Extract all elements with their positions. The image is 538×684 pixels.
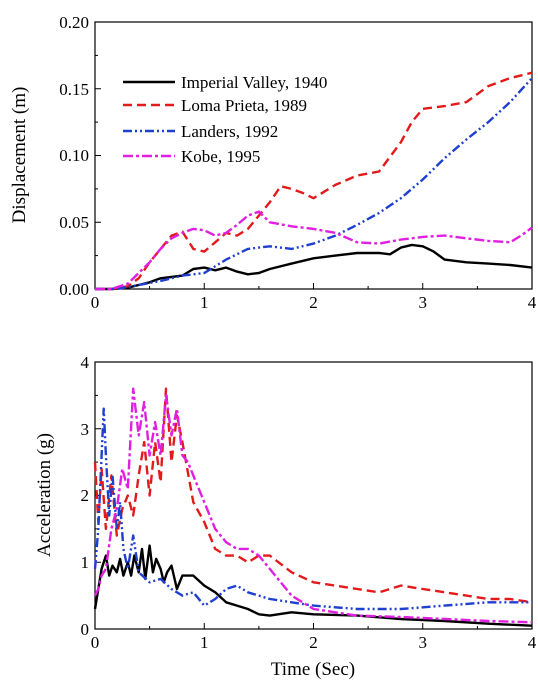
acceleration-y-tick-label: 2: [81, 486, 90, 505]
displacement-x-tick-label: 0: [91, 293, 100, 312]
acceleration-y-tick-label: 1: [81, 553, 90, 572]
acceleration-series-landers: [93, 407, 532, 611]
acceleration-plot-frame: [94, 361, 533, 630]
acceleration-y-axis-label: Acceleration (g): [34, 433, 55, 557]
legend-label-kobe: Kobe, 1995: [181, 147, 260, 166]
displacement-y-tick-label: 0.00: [59, 280, 89, 299]
displacement-x-tick-label: 4: [528, 293, 537, 312]
legend: Imperial Valley, 1940 Loma Prieta, 1989 …: [123, 73, 327, 166]
displacement-x-ticks: 0 1 2 3 4: [91, 283, 537, 312]
displacement-x-tick-label: 1: [200, 293, 209, 312]
displacement-series-landers: [95, 77, 533, 291]
acceleration-y-tick-label: 4: [81, 353, 90, 372]
displacement-series-kobe: [95, 210, 533, 291]
acceleration-x-tick-label: 1: [200, 633, 209, 652]
acceleration-x-tick-label: 0: [91, 633, 100, 652]
displacement-y-tick-label: 0.10: [59, 146, 89, 165]
acceleration-x-tick-label: 2: [309, 633, 318, 652]
displacement-y-tick-label: 0.15: [59, 80, 89, 99]
displacement-y-ticks: 0.00 0.05 0.10 0.15 0.20: [59, 13, 101, 299]
acceleration-x-tick-label: 3: [419, 633, 428, 652]
displacement-panel: 0.00 0.05 0.10 0.15 0.20 0 1 2 3 4 Displ…: [9, 13, 537, 312]
acceleration-series-kobe: [93, 387, 533, 624]
legend-label-landers: Landers, 1992: [181, 122, 278, 141]
displacement-series-group: [95, 71, 533, 291]
displacement-y-tick-label: 0.20: [59, 13, 89, 32]
acceleration-y-tick-label: 0: [81, 620, 90, 639]
displacement-x-tick-label: 2: [309, 293, 318, 312]
acceleration-y-tick-label: 3: [81, 420, 90, 439]
acceleration-series-loma-prieta: [93, 387, 533, 604]
displacement-y-tick-label: 0.05: [59, 213, 89, 232]
legend-label-loma-prieta: Loma Prieta, 1989: [181, 96, 307, 115]
displacement-series-imperial-valley: [95, 243, 533, 291]
displacement-series-loma-prieta: [95, 71, 533, 291]
legend-label-imperial-valley: Imperial Valley, 1940: [181, 73, 327, 92]
acceleration-panel: 0 1 2 3 4 0 1 2 3 4 Acceleration (g) Tim…: [34, 353, 537, 680]
acceleration-x-tick-label: 4: [528, 633, 537, 652]
acceleration-series-group: [93, 387, 533, 627]
displacement-x-tick-label: 3: [419, 293, 428, 312]
acceleration-series-imperial-valley: [93, 544, 533, 627]
displacement-y-axis-label: Displacement (m): [9, 87, 30, 224]
acceleration-x-ticks: 0 1 2 3 4: [91, 623, 537, 652]
x-axis-label: Time (Sec): [271, 659, 355, 680]
